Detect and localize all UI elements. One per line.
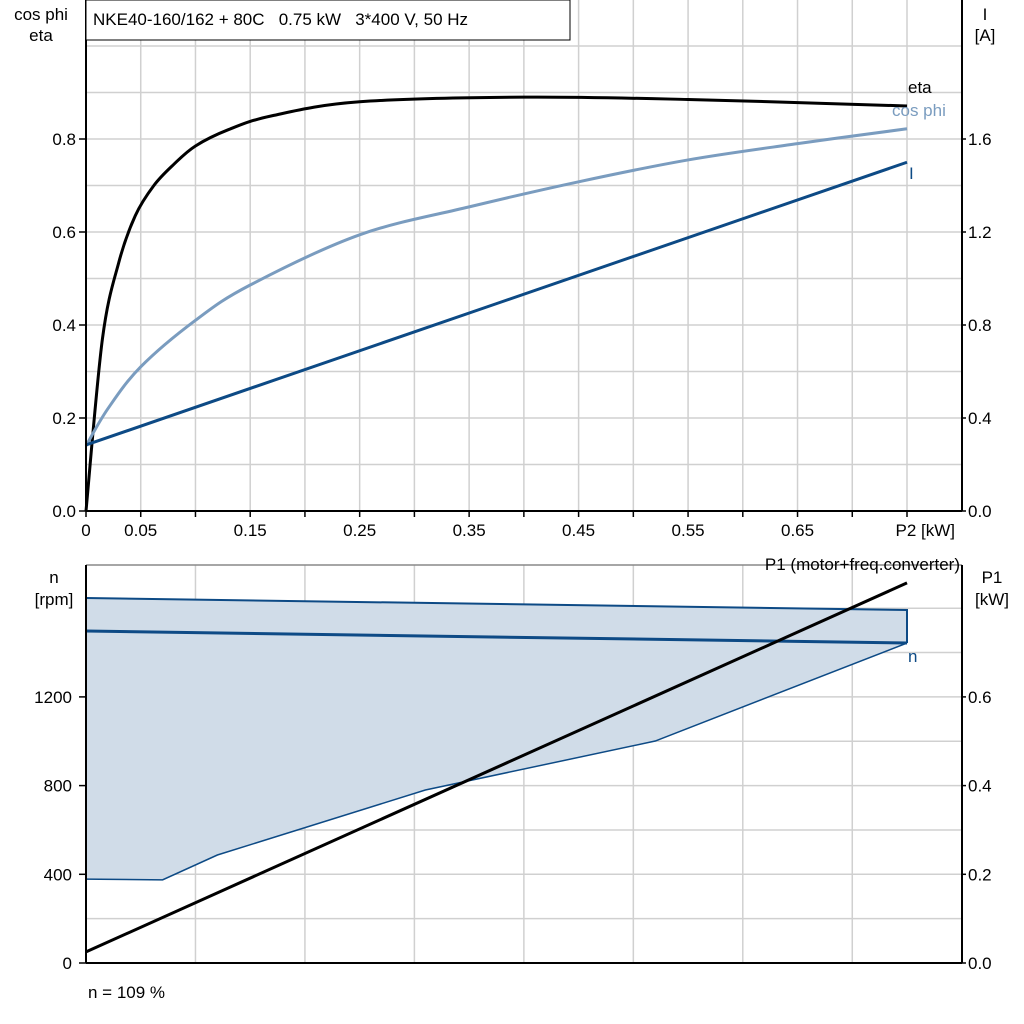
- series-label-p1: P1 (motor+freq.converter): [765, 555, 960, 574]
- x-tick-label: 0: [81, 521, 90, 540]
- series-line-n: [85, 629, 908, 645]
- y-right-unit-kw: [kW]: [975, 590, 1009, 609]
- y-left-tick-label: 0: [63, 954, 72, 973]
- y-right-unit-a: [A]: [975, 26, 996, 45]
- y-left-tick-label: 0.0: [52, 502, 76, 521]
- x-tick-label: 0.65: [781, 521, 814, 540]
- series-label-cosphi: cos phi: [892, 101, 946, 120]
- x-tick-label: 0.35: [453, 521, 486, 540]
- y-left-label-eta: eta: [29, 26, 53, 45]
- x-tick-label: 0.05: [124, 521, 157, 540]
- y-left-tick-label: 0.8: [52, 130, 76, 149]
- y-left-tick-label: 800: [44, 777, 72, 796]
- series-line-cos-phi: [84, 127, 908, 447]
- series-label-eta: eta: [908, 78, 932, 97]
- x-axis-label: P2 [kW]: [895, 521, 955, 540]
- speed-annotation: n = 109 %: [88, 983, 165, 1002]
- band-fill: [86, 597, 907, 880]
- y-left-tick-label: 0.2: [52, 409, 76, 428]
- x-tick-label: 0.55: [672, 521, 705, 540]
- y-right-tick-label: 0.4: [968, 777, 992, 796]
- y-left-tick-label: 1200: [34, 688, 72, 707]
- y-left-label-n: n: [49, 568, 58, 587]
- y-left-label-cosphi: cos phi: [14, 5, 68, 24]
- y-right-tick-label: 0.6: [968, 688, 992, 707]
- y-left-tick-label: 0.4: [52, 316, 76, 335]
- band-upper-edge: [85, 596, 908, 644]
- y-right-tick-label: 1.2: [968, 223, 992, 242]
- y-right-label-i: I: [983, 5, 988, 24]
- title-box: [85, 0, 571, 41]
- series-line-i: [85, 160, 908, 447]
- y-left-tick-label: 0.6: [52, 223, 76, 242]
- axes: [79, 0, 966, 964]
- y-right-tick-label: 1.6: [968, 130, 992, 149]
- series-line-eta: [84, 95, 908, 512]
- top-grid: [86, 0, 962, 511]
- y-left-tick-label: 400: [44, 865, 72, 884]
- top-series: [84, 95, 908, 512]
- tick-labels: 0 0.05 0.15 0.25 0.35 0.45 0.55 0.65 0.0 0.2 0.4 0.…: [34, 130, 991, 973]
- y-right-tick-label: 0.8: [968, 316, 992, 335]
- speed-range-band: [85, 596, 908, 881]
- bottom-series: [85, 581, 908, 954]
- y-right-tick-label: 0.0: [968, 954, 992, 973]
- chart-title: NKE40-160/162 + 80C 0.75 kW 3*400 V, 50 …: [93, 10, 468, 29]
- y-right-label-p1: P1: [982, 568, 1003, 587]
- y-right-tick-label: 0.0: [968, 502, 992, 521]
- band-lower-edge: [85, 642, 908, 881]
- y-right-tick-label: 0.4: [968, 409, 992, 428]
- x-tick-label: 0.15: [234, 521, 267, 540]
- x-tick-label: 0.45: [562, 521, 595, 540]
- series-line-p1: [85, 581, 908, 954]
- series-label-n: n: [908, 647, 917, 666]
- y-right-tick-label: 0.2: [968, 865, 992, 884]
- x-tick-label: 0.25: [343, 521, 376, 540]
- y-left-unit-rpm: [rpm]: [35, 590, 74, 609]
- series-label-i: I: [909, 164, 914, 183]
